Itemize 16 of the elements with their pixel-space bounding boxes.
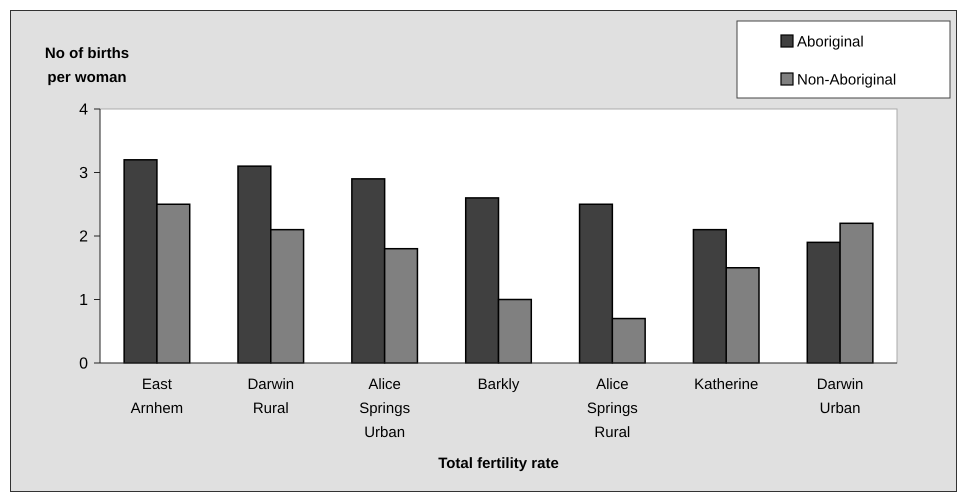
x-tick-label: Alice Springs Urban	[359, 376, 410, 441]
y-tick-label: 4	[79, 102, 88, 119]
x-tick-label: Darwin Urban	[816, 376, 864, 417]
x-tick-label: Alice Springs Rural	[586, 376, 638, 441]
legend-label: Non-Aboriginal	[797, 71, 896, 88]
x-tick-label: Barkly	[478, 376, 520, 393]
y-tick-label: 3	[79, 165, 88, 182]
x-tick-label: Katherine	[694, 376, 758, 393]
y-tick-label: 2	[79, 228, 88, 246]
y-axis-title: No of births per woman	[44, 45, 130, 86]
y-tick-label: 0	[79, 356, 88, 373]
y-tick-label: 1	[79, 292, 88, 310]
x-tick-label: East Arnhem	[130, 376, 184, 417]
legend-label: Aboriginal	[797, 33, 864, 50]
x-axis-title: Total fertility rate	[438, 455, 559, 472]
x-tick-label: Darwin Rural	[247, 376, 294, 417]
